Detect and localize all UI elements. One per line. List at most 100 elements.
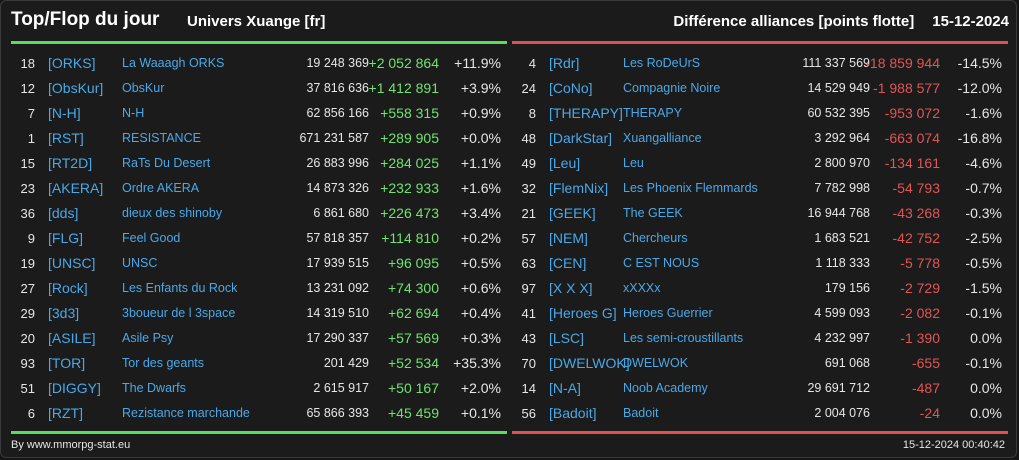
points-cell: 4 232 997 — [814, 331, 870, 345]
alliance-name-link[interactable]: DWELWOK — [623, 356, 689, 370]
table-row: 51 [DIGGY] The Dwarfs 2 615 917 +50 167 +2.0% — [11, 377, 507, 402]
diff-cell: -1 390 — [900, 330, 940, 346]
alliance-name-link[interactable]: Tor des geants — [122, 356, 204, 370]
alliance-name-link[interactable]: xXXXx — [623, 281, 661, 295]
flop-list: 4 [Rdr] Les RoDeUrS 111 337 569 -18 859 944 -… — [512, 44, 1008, 427]
alliance-tag-link[interactable]: [Rdr] — [549, 55, 580, 71]
alliance-name-link[interactable]: La Waaagh ORKS — [122, 56, 225, 70]
alliance-tag-link[interactable]: [AKERA] — [48, 180, 104, 196]
alliance-tag-link[interactable]: [Leu] — [549, 155, 581, 171]
alliance-name-link[interactable]: Badoit — [623, 406, 659, 420]
alliance-tag-link[interactable]: [N-H] — [48, 105, 81, 121]
percent-cell: -0.5% — [965, 255, 1002, 271]
alliance-tag-link[interactable]: [FLG] — [48, 230, 84, 246]
points-cell: 14 319 510 — [306, 306, 369, 320]
rank-cell: 20 — [20, 331, 35, 346]
alliance-name-link[interactable]: Heroes Guerrier — [623, 306, 713, 320]
alliance-tag-link[interactable]: [DWELWOK] — [549, 355, 630, 371]
alliance-name-link[interactable]: Les RoDeUrS — [623, 56, 701, 70]
diff-cell: -2 729 — [900, 280, 940, 296]
alliance-name-link[interactable]: UNSC — [122, 256, 158, 270]
diff-cell: +57 569 — [388, 330, 439, 346]
alliance-name-link[interactable]: Compagnie Noire — [623, 81, 721, 95]
alliance-name-link[interactable]: Leu — [623, 156, 644, 170]
alliance-tag-link[interactable]: [RT2D] — [48, 155, 93, 171]
rank-cell: 93 — [20, 356, 35, 371]
alliance-name-link[interactable]: Rezistance marchande — [122, 406, 250, 420]
rank-cell: 8 — [528, 106, 536, 121]
diff-cell: -1 988 577 — [873, 80, 940, 96]
alliance-tag-link[interactable]: [ORKS] — [48, 55, 96, 71]
table-row: 8 [THERAPY] THERAPY 60 532 395 -953 072 -1.6% — [512, 102, 1008, 127]
alliance-name-link[interactable]: The Dwarfs — [122, 381, 186, 395]
alliance-name-link[interactable]: ObsKur — [122, 81, 165, 95]
table-row: 43 [LSC] Les semi-croustillants 4 232 997 -1… — [512, 327, 1008, 352]
alliance-tag-link[interactable]: [LSC] — [549, 330, 585, 346]
alliance-name-link[interactable]: Ordre AKERA — [122, 181, 200, 195]
alliance-tag-link[interactable]: [FlemNix] — [549, 180, 609, 196]
alliance-name-link[interactable]: 3boueur de l 3space — [122, 306, 236, 320]
alliance-name-link[interactable]: RESISTANCE — [122, 131, 201, 145]
alliance-tag-link[interactable]: [CEN] — [549, 255, 587, 271]
points-cell: 4 599 093 — [814, 306, 870, 320]
points-cell: 111 337 569 — [802, 56, 870, 70]
table-row: 97 [X X X] xXXXx 179 156 -2 729 -1.5% — [512, 277, 1008, 302]
header-date: 15-12-2024 — [932, 13, 1009, 30]
percent-cell: -12.0% — [957, 80, 1002, 96]
alliance-name-link[interactable]: Les semi-croustillants — [623, 331, 744, 345]
points-cell: 29 691 712 — [807, 381, 870, 395]
header: Top/Flop du jour Univers Xuange [fr] Dif… — [11, 9, 1009, 35]
diff-cell: +52 534 — [388, 355, 439, 371]
alliance-name-link[interactable]: RaTs Du Desert — [122, 156, 211, 170]
points-cell: 13 231 092 — [306, 281, 369, 295]
percent-cell: +35.3% — [453, 355, 501, 371]
points-cell: 201 429 — [323, 356, 369, 370]
alliance-tag-link[interactable]: [UNSC] — [48, 255, 96, 271]
alliance-name-link[interactable]: THERAPY — [623, 106, 683, 120]
rank-cell: 27 — [20, 281, 35, 296]
alliance-tag-link[interactable]: [RZT] — [48, 405, 83, 421]
alliance-name-link[interactable]: Feel Good — [122, 231, 181, 245]
rank-cell: 18 — [20, 56, 35, 71]
table-row: 32 [FlemNix] Les Phoenix Flemmards 7 782 99… — [512, 177, 1008, 202]
points-cell: 2 800 970 — [814, 156, 870, 170]
rank-cell: 15 — [20, 156, 35, 171]
alliance-name-link[interactable]: Les Phoenix Flemmards — [623, 181, 758, 195]
alliance-tag-link[interactable]: [ASILE] — [48, 330, 96, 346]
server-label: Univers Xuange [fr] — [187, 13, 326, 30]
footer-source[interactable]: By www.mmorpg-stat.eu — [11, 439, 131, 451]
alliance-tag-link[interactable]: [dds] — [48, 205, 79, 221]
alliance-name-link[interactable]: Les Enfants du Rock — [122, 281, 238, 295]
alliance-tag-link[interactable]: [DarkStar] — [549, 130, 613, 146]
alliance-name-link[interactable]: Asile Psy — [122, 331, 174, 345]
flop-panel-bottom-bar — [512, 431, 1008, 434]
alliance-tag-link[interactable]: [X X X] — [549, 280, 593, 296]
alliance-tag-link[interactable]: [Rock] — [48, 280, 88, 296]
alliance-tag-link[interactable]: [Heroes G] — [549, 305, 617, 321]
alliance-tag-link[interactable]: [3d3] — [48, 305, 80, 321]
alliance-name-link[interactable]: C EST NOUS — [623, 256, 700, 270]
alliance-name-link[interactable]: N-H — [122, 106, 145, 120]
alliance-name-link[interactable]: Xuangalliance — [623, 131, 702, 145]
alliance-tag-link[interactable]: [TOR] — [48, 355, 86, 371]
footer-timestamp: 15-12-2024 00:40:42 — [902, 439, 1005, 451]
alliance-tag-link[interactable]: [NEM] — [549, 230, 588, 246]
alliance-name-link[interactable]: Chercheurs — [623, 231, 688, 245]
rank-cell: 48 — [521, 131, 536, 146]
alliance-tag-link[interactable]: [N-A] — [549, 380, 581, 396]
alliance-tag-link[interactable]: [CoNo] — [549, 80, 593, 96]
alliance-tag-link[interactable]: [ObsKur] — [48, 80, 104, 96]
alliance-name-link[interactable]: The GEEK — [623, 206, 683, 220]
alliance-tag-link[interactable]: [GEEK] — [549, 205, 596, 221]
rank-cell: 14 — [521, 381, 536, 396]
alliance-tag-link[interactable]: [THERAPY] — [549, 105, 623, 121]
alliance-tag-link[interactable]: [Badoit] — [549, 405, 597, 421]
alliance-tag-link[interactable]: [RST] — [48, 130, 84, 146]
alliance-name-link[interactable]: dieux des shinoby — [122, 206, 223, 220]
diff-cell: +50 167 — [388, 380, 439, 396]
alliance-tag-link[interactable]: [DIGGY] — [48, 380, 101, 396]
top-list: 18 [ORKS] La Waaagh ORKS 19 248 369 +2 052 8… — [11, 44, 507, 427]
percent-cell: +0.3% — [460, 330, 501, 346]
alliance-name-link[interactable]: Noob Academy — [623, 381, 708, 395]
percent-cell: +3.4% — [460, 205, 501, 221]
